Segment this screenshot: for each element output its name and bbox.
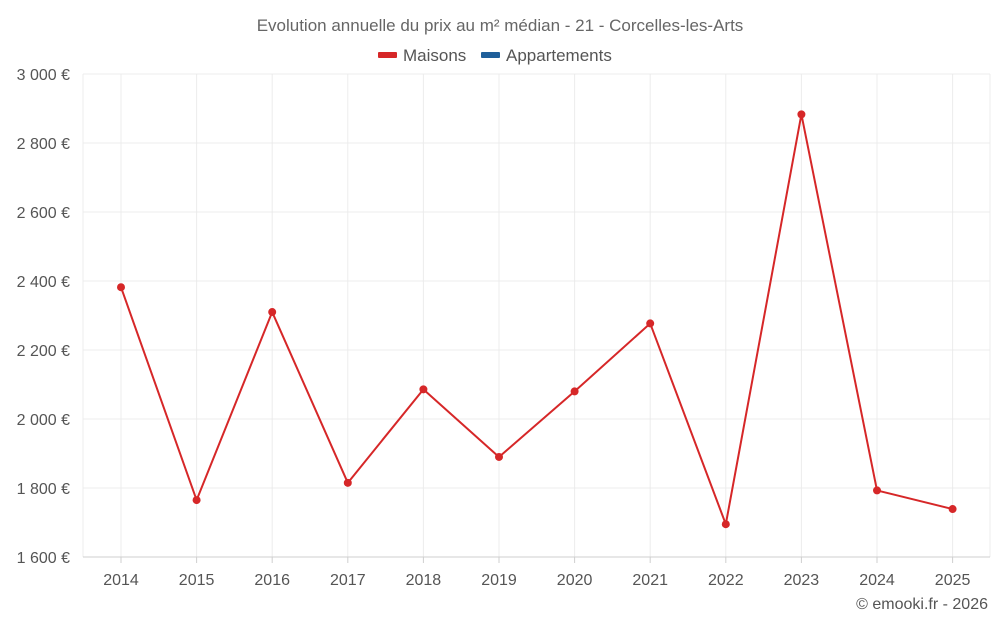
- y-tick-label: 1 600 €: [17, 550, 70, 567]
- credit-text: © emooki.fr - 2026: [856, 596, 988, 613]
- y-tick-label: 2 400 €: [17, 274, 70, 291]
- axes: 1 600 € 1 800 € 2 000 € 2 200 € 2 400 € 2 600…: [17, 67, 990, 589]
- legend-label-maisons: Maisons: [403, 46, 466, 65]
- x-tick-label: 2019: [481, 572, 517, 589]
- data-point-maisons-2018[interactable]: [419, 385, 428, 394]
- data-point-maisons-2016[interactable]: [268, 308, 277, 317]
- data-point-maisons-2020[interactable]: [570, 387, 579, 396]
- data-point-maisons-2022[interactable]: [721, 520, 730, 529]
- y-tick-label: 2 600 €: [17, 205, 70, 222]
- series: [117, 110, 957, 529]
- legend-label-appartements: Appartements: [506, 46, 612, 65]
- legend-item-appartements[interactable]: Appartements: [481, 46, 612, 65]
- y-tick-label: 2 000 €: [17, 412, 70, 429]
- grid: [82, 73, 991, 557]
- x-tick-label: 2022: [708, 572, 744, 589]
- data-point-maisons-2017[interactable]: [343, 478, 352, 487]
- series-line-maisons: [120, 113, 953, 526]
- chart-title: Evolution annuelle du prix au m² médian …: [257, 16, 744, 35]
- x-tick-label: 2023: [784, 572, 820, 589]
- y-tick-label: 1 800 €: [17, 481, 70, 498]
- x-tick-label: 2024: [859, 572, 895, 589]
- x-tick-label: 2015: [179, 572, 215, 589]
- y-tick-label: 3 000 €: [17, 67, 70, 84]
- y-tick-label: 2 800 €: [17, 136, 70, 153]
- data-point-maisons-2015[interactable]: [192, 496, 201, 505]
- data-point-maisons-2025[interactable]: [948, 505, 957, 514]
- legend-item-maisons[interactable]: Maisons: [378, 46, 466, 65]
- legend: Maisons Appartements: [378, 46, 612, 65]
- data-point-maisons-2023[interactable]: [797, 110, 806, 119]
- x-tick-label: 2020: [557, 572, 593, 589]
- x-tick-label: 2021: [632, 572, 668, 589]
- legend-swatch-appartements: [481, 52, 500, 58]
- x-tick-label: 2017: [330, 572, 366, 589]
- x-tick-label: 2018: [406, 572, 442, 589]
- data-point-maisons-2021[interactable]: [646, 319, 655, 328]
- data-point-maisons-2014[interactable]: [117, 283, 125, 292]
- data-point-maisons-2024[interactable]: [873, 486, 881, 495]
- data-point-maisons-2019[interactable]: [495, 452, 503, 461]
- x-tick-label: 2014: [103, 572, 139, 589]
- legend-swatch-maisons: [378, 52, 397, 58]
- y-tick-label: 2 200 €: [17, 343, 70, 360]
- x-tick-label: 2025: [935, 572, 971, 589]
- x-tick-label: 2016: [254, 572, 290, 589]
